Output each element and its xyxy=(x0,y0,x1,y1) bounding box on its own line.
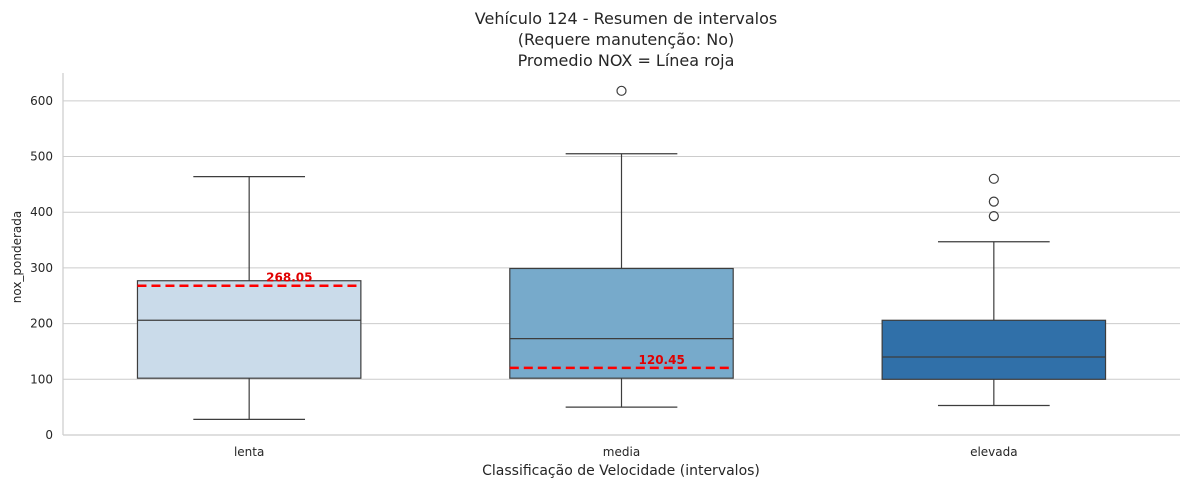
x-tick-label: lenta xyxy=(234,445,264,459)
y-tick-label: 600 xyxy=(30,94,53,108)
y-tick-label: 100 xyxy=(30,372,53,386)
mean-value-label: 120.45 xyxy=(639,353,685,367)
mean-value-label: 268.05 xyxy=(266,271,312,285)
x-tick-label: elevada xyxy=(970,445,1018,459)
outlier-point xyxy=(616,85,627,96)
chart-title-line-2: (Requere manutenção: No) xyxy=(518,30,735,49)
chart-title-line-1: Vehículo 124 - Resumen de intervalos xyxy=(475,9,777,28)
x-axis-label: Classificação de Velocidade (intervalos) xyxy=(482,463,760,479)
y-tick-label: 200 xyxy=(30,317,53,331)
box-lenta xyxy=(136,280,362,379)
outlier-point xyxy=(988,173,999,184)
y-tick-label: 500 xyxy=(30,150,53,164)
y-tick-label: 400 xyxy=(30,205,53,219)
outlier-point xyxy=(988,196,999,207)
box-elevada xyxy=(881,319,1107,380)
y-tick-label: 0 xyxy=(45,428,53,442)
outlier-point xyxy=(988,211,999,222)
y-tick-label: 300 xyxy=(30,261,53,275)
chart-title-line-3: Promedio NOX = Línea roja xyxy=(518,51,735,70)
box-media xyxy=(509,267,734,379)
x-tick-label: media xyxy=(603,445,640,459)
y-axis-label: nox_ponderada xyxy=(10,211,24,304)
